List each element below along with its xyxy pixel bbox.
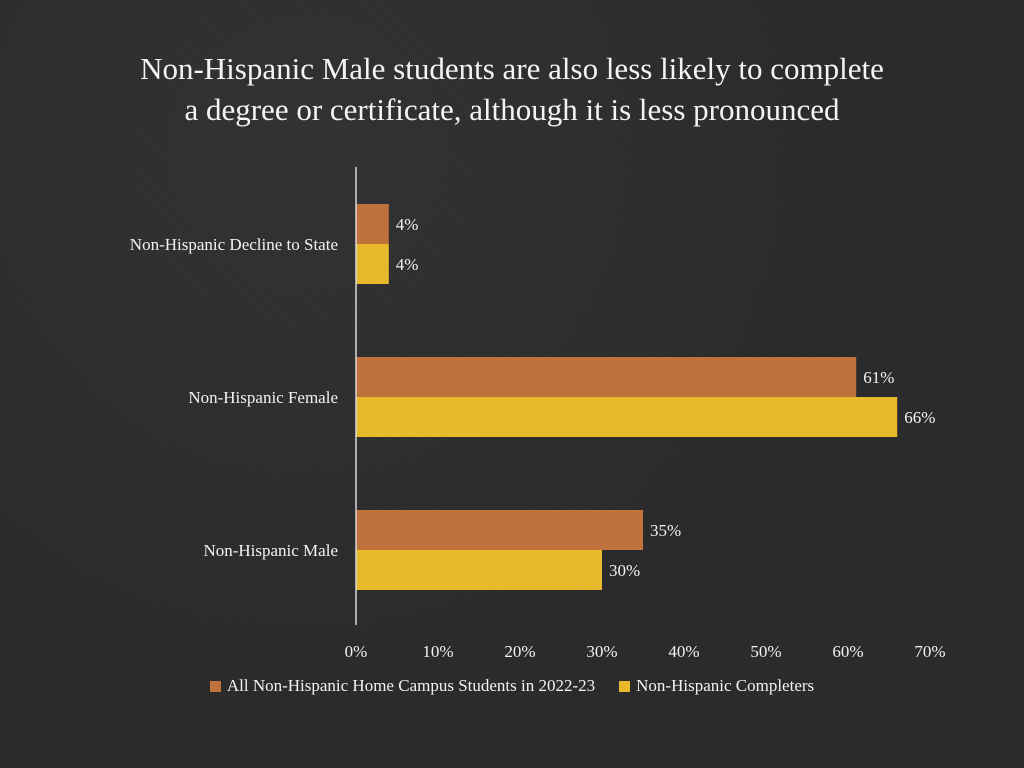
category-label: Non-Hispanic Decline to State xyxy=(130,235,338,254)
bar xyxy=(356,204,389,244)
legend-swatch-all-students xyxy=(209,680,221,692)
bar xyxy=(356,357,857,397)
data-label: 61% xyxy=(863,368,894,387)
x-tick-label: 60% xyxy=(832,642,863,661)
category-label: Non-Hispanic Female xyxy=(188,388,338,407)
bar xyxy=(356,550,602,590)
chart-title-line-1: Non-Hispanic Male students are also less… xyxy=(140,51,884,86)
chart-title: Non-Hispanic Male students are also less… xyxy=(60,48,964,130)
data-label: 4% xyxy=(396,255,419,274)
legend-label-all-students: All Non-Hispanic Home Campus Students in… xyxy=(226,676,596,695)
x-tick-label: 20% xyxy=(504,642,535,661)
legend-item-completers: Non-Hispanic Completers xyxy=(619,676,814,696)
legend-item-all-students: All Non-Hispanic Home Campus Students in… xyxy=(209,676,596,696)
category-label: Non-Hispanic Male xyxy=(203,541,338,560)
data-label: 66% xyxy=(904,408,935,427)
legend: All Non-Hispanic Home Campus Students in… xyxy=(0,676,1024,696)
data-label: 4% xyxy=(396,215,419,234)
data-label: 35% xyxy=(650,521,681,540)
x-tick-label: 30% xyxy=(586,642,617,661)
bar xyxy=(356,244,389,284)
bar-chart: Non-Hispanic Decline to State 4% 4% Non-His… xyxy=(130,167,946,661)
x-tick-label: 70% xyxy=(914,642,945,661)
chart-title-line-2: a degree or certificate, although it is … xyxy=(184,92,840,127)
x-tick-label: 50% xyxy=(750,642,781,661)
x-tick-label: 40% xyxy=(668,642,699,661)
x-tick-label: 10% xyxy=(422,642,453,661)
x-tick-label: 0% xyxy=(345,642,368,661)
bar xyxy=(356,397,898,437)
legend-swatch-completers xyxy=(619,680,631,692)
bar xyxy=(356,510,643,550)
data-label: 30% xyxy=(609,561,640,580)
legend-label-completers: Non-Hispanic Completers xyxy=(636,676,815,695)
